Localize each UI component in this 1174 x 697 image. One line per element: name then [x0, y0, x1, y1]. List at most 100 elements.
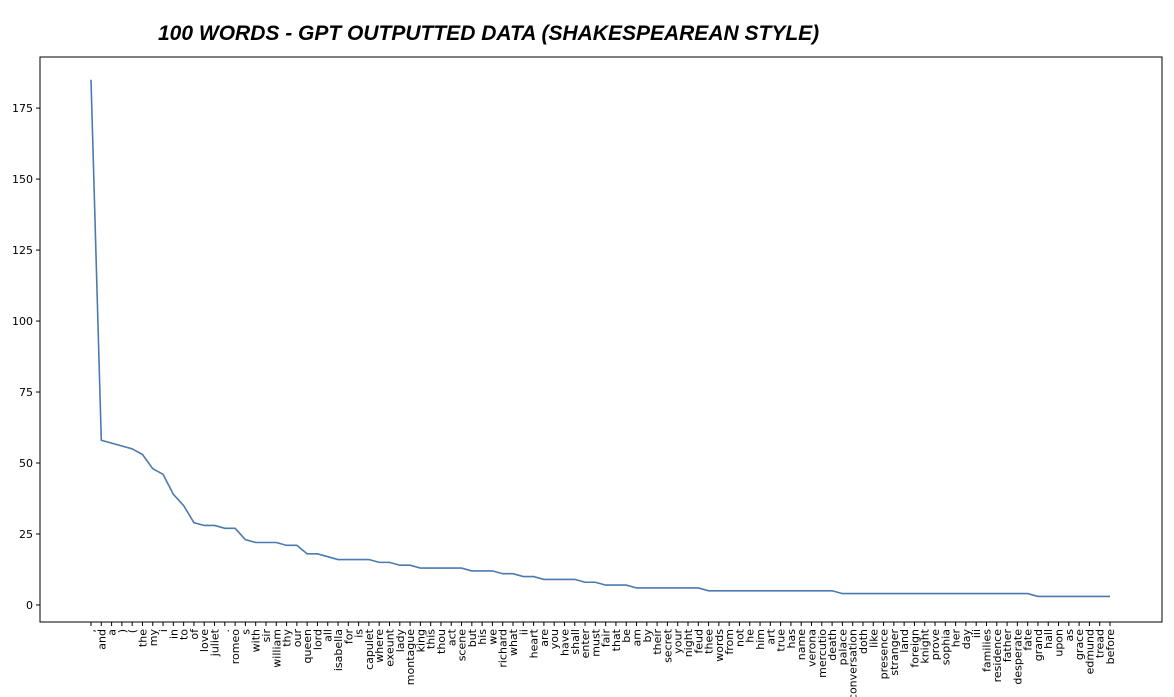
x-tick-label: (	[126, 629, 139, 633]
x-tick-label: we	[486, 629, 499, 645]
x-tick-label: isabella	[332, 629, 345, 671]
x-tick-label: stranger	[888, 629, 901, 676]
x-tick-label: are	[538, 629, 551, 647]
x-tick-label: for	[342, 629, 355, 645]
x-tick-label: him	[754, 629, 767, 650]
x-tick-label: exeunt	[383, 628, 396, 666]
x-tick-label: lord	[311, 629, 324, 650]
x-tick-label: to	[178, 629, 191, 640]
x-tick-label: as	[1063, 629, 1076, 642]
x-tick-label: am	[631, 629, 644, 646]
x-tick-label: )	[116, 629, 129, 633]
x-tick-label: in	[167, 629, 180, 639]
x-tick-label: her	[950, 629, 963, 648]
x-tick-label: enter	[579, 629, 592, 659]
x-tick-label: doth	[857, 629, 870, 654]
x-tick-label: edmund	[1083, 629, 1096, 674]
x-tick-label: thy	[281, 629, 294, 647]
x-tick-label: this	[425, 629, 438, 649]
x-tick-label: thou	[435, 629, 448, 654]
x-tick-label: what	[507, 628, 520, 656]
x-tick-label: is	[353, 629, 366, 638]
chart-title: 100 WORDS - GPT OUTPUTTED DATA (SHAKESPE…	[158, 22, 819, 45]
x-tick-label: scene	[456, 629, 469, 662]
x-tick-label: presence	[878, 629, 891, 680]
x-tick-label: words	[713, 629, 726, 662]
x-tick-label: must	[589, 628, 602, 656]
y-tick-label: 0	[26, 599, 33, 612]
y-tick-label: 75	[19, 386, 33, 399]
x-tick-label: sophia	[939, 629, 952, 665]
x-tick-label: palace	[836, 629, 849, 666]
x-tick-label: desperate	[1011, 629, 1024, 685]
x-tick-label: he	[744, 629, 757, 643]
y-tick-label: 175	[12, 102, 33, 115]
x-tick-label: montague	[404, 629, 417, 685]
x-tick-label: our	[291, 629, 304, 648]
x-tick-label: grace	[1073, 629, 1086, 660]
x-tick-label: secret	[661, 628, 674, 663]
x-tick-label: .	[219, 629, 232, 633]
x-tick-label: you	[548, 629, 561, 649]
x-tick-label: my	[147, 629, 160, 647]
x-tick-label: hall	[1042, 629, 1055, 649]
x-tick-label: queen	[301, 629, 314, 663]
x-tick-label: with	[250, 629, 263, 652]
x-tick-label: king	[414, 629, 427, 652]
x-tick-label: and	[95, 629, 108, 650]
x-tick-label: iii	[970, 629, 983, 638]
x-tick-label: that	[610, 628, 623, 651]
x-tick-label: the	[136, 629, 149, 647]
x-tick-label: before	[1104, 629, 1117, 665]
x-tick-label: has	[785, 629, 798, 649]
x-tick-label: tread	[1094, 629, 1107, 658]
x-tick-label: have	[558, 629, 571, 656]
x-tick-label: prove	[929, 629, 942, 661]
x-tick-label: romeo	[229, 629, 242, 664]
x-tick-label: ii	[517, 629, 530, 635]
x-tick-label: ,	[85, 629, 98, 633]
x-tick-label: foreign	[908, 629, 921, 668]
x-tick-label: but	[466, 628, 479, 647]
x-tick-label: art	[764, 628, 777, 644]
x-tick-label: verona	[806, 629, 819, 667]
x-tick-label: not	[733, 628, 746, 647]
plot-frame	[39, 56, 1163, 623]
x-tick-label: juliet	[209, 628, 222, 657]
x-tick-label: fair	[600, 629, 613, 648]
x-tick-label: families	[980, 629, 993, 672]
x-tick-label: heart	[528, 628, 541, 658]
x-tick-label: of	[188, 628, 201, 640]
x-tick-label: from	[723, 629, 736, 655]
x-tick-label: by	[641, 629, 654, 643]
x-tick-label: shall	[569, 629, 582, 655]
x-tick-label: capulet	[363, 628, 376, 670]
x-tick-label: mercutio	[816, 629, 829, 678]
x-tick-label: where	[373, 629, 386, 663]
x-tick-label: love	[198, 629, 211, 652]
y-tick-label: 50	[19, 457, 33, 470]
x-tick-label: his	[476, 629, 489, 645]
x-tick-label: your	[672, 629, 685, 654]
x-tick-label: all	[322, 629, 335, 642]
x-tick-label: william	[270, 629, 283, 668]
x-tick-label: feud	[692, 629, 705, 654]
x-tick-label: death	[826, 629, 839, 661]
y-tick-label: 100	[12, 315, 33, 328]
x-tick-label: be	[620, 629, 633, 643]
x-tick-label: s	[239, 629, 252, 635]
x-tick-label: land	[898, 629, 911, 653]
x-tick-label: thee	[703, 629, 716, 654]
x-tick-label: like	[867, 629, 880, 648]
x-tick-label: upon	[1053, 629, 1066, 657]
x-tick-label: their	[651, 629, 664, 655]
x-tick-label: a	[106, 629, 119, 636]
x-tick-label: act	[445, 628, 458, 646]
y-tick-label: 125	[12, 244, 33, 257]
y-tick-label: 150	[12, 173, 33, 186]
x-tick-label: sir	[260, 629, 273, 643]
x-tick-label: richard	[497, 629, 510, 668]
x-tick-label: night	[682, 628, 695, 657]
x-tick-label: i	[157, 629, 170, 632]
x-tick-label: grand	[1032, 629, 1045, 661]
